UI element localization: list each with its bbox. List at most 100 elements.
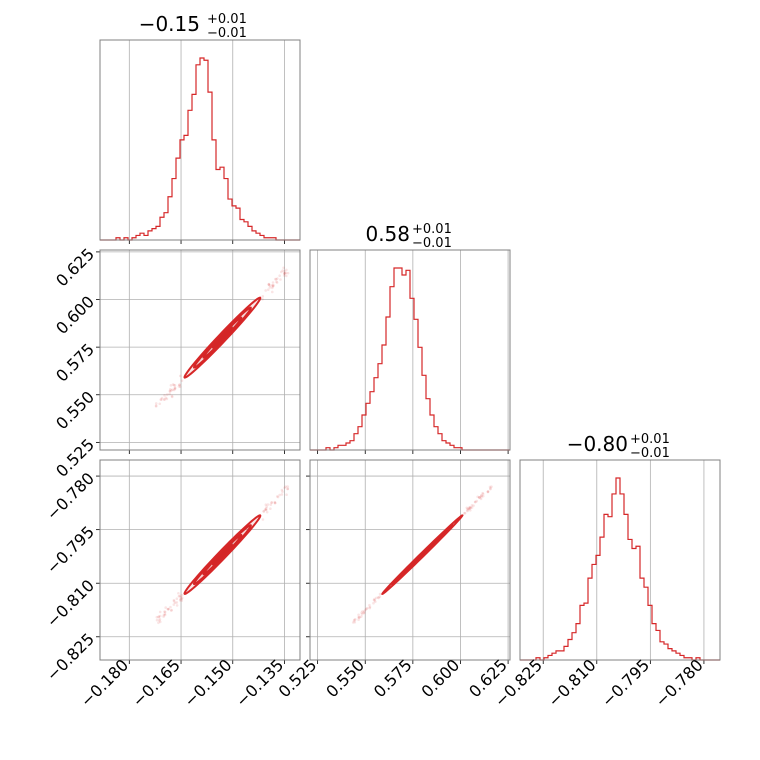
sample-point [178,383,181,387]
sample-point [274,277,277,281]
sample-point [469,506,473,509]
sample-point [466,508,469,512]
sample-point [474,500,477,504]
sample-point [175,597,179,601]
sample-point [489,487,492,491]
sample-point [171,383,175,386]
xtick-label-param3-3: −0.795 [598,655,653,710]
sample-point [353,620,357,624]
sample-point [167,607,170,611]
sample-point [169,609,173,612]
sample-point [368,603,371,607]
sample-point [488,485,492,489]
sample-point [354,618,357,621]
title-param-3-lower: −0.01 [630,446,670,461]
sample-point [285,268,288,272]
sample-point [360,611,363,615]
sample-point [279,278,282,281]
sample-point [261,518,265,521]
sample-point [373,597,376,601]
sample-point [278,274,281,278]
sample-point [368,606,372,610]
panel-frame [99,249,301,451]
sample-point [284,485,288,489]
svg-text:−0.15: −0.15 [139,12,200,36]
xtick-label-param2-1: 0.525 [275,655,321,701]
sample-point [163,398,166,402]
sample-point [163,394,166,397]
title-param-1-lower: −0.01 [207,26,247,41]
sample-point [368,605,372,609]
sample-point [285,493,288,497]
sample-point [275,495,279,498]
sample-point [353,618,356,622]
sample-point [374,596,378,600]
sample-point [173,384,177,387]
sample-point [268,284,272,287]
sample-point [163,610,166,613]
sample-point [170,608,173,612]
sample-point [283,271,286,275]
sample-point [163,610,167,614]
sample-point [172,603,176,606]
sample-point [481,494,485,498]
sample-point [475,499,479,503]
sample-point [480,495,483,499]
sample-point [266,288,270,292]
sample-point [172,598,176,602]
sample-point [261,297,264,301]
sample-point [364,608,367,611]
sample-point [275,281,279,284]
sample-point [173,387,177,390]
sample-point [486,490,490,493]
sample-point [268,286,272,289]
hist-3-steps [520,477,720,661]
hist-2-frame [309,249,511,451]
sample-point [351,621,355,624]
sample-point [154,402,158,405]
sample-point [271,285,275,288]
sample-point [168,389,172,393]
sample-point [264,508,268,511]
sample-point [265,505,268,508]
title-param-1-value: −0.15 [139,12,200,36]
ytick-label-param2-4: 0.600 [52,292,98,338]
sample-point [164,396,168,400]
sample-point [154,404,158,407]
contour-level-3 [192,306,252,369]
sample-point [280,488,284,492]
sample-point [467,507,471,511]
panel-content [155,485,290,625]
sample-point [162,613,166,617]
sample-point [158,614,162,618]
sample-point [272,284,275,287]
sample-point [283,272,287,275]
sample-point [178,599,182,602]
sample-point [352,619,356,622]
sample-point [282,274,286,277]
sample-point [286,271,290,275]
title-param-3-upper: +0.01 [630,432,670,447]
xtick-label-param1-1: −0.180 [77,655,132,710]
sample-point [275,280,278,284]
sample-point [271,284,275,288]
sample-point [265,510,269,514]
title-param-3-value: −0.80 [567,432,628,456]
title-param-2: 0.58 +0.01 −0.01 [365,222,451,251]
sample-point [163,397,166,401]
sample-point [271,281,275,284]
sample-point [155,618,159,622]
sample-point [489,487,492,490]
sample-point [357,616,361,619]
sample-point [372,598,376,602]
sample-point [470,503,474,507]
sample-point [286,487,289,491]
title-param-1: −0.15 +0.01 −0.01 [139,12,247,41]
sample-point [173,386,177,389]
sample-point [179,597,182,601]
hist-2-steps [310,267,510,451]
contour-level-4 [183,514,262,595]
sample-point [159,398,163,401]
panel-row2-col1 [96,249,301,454]
